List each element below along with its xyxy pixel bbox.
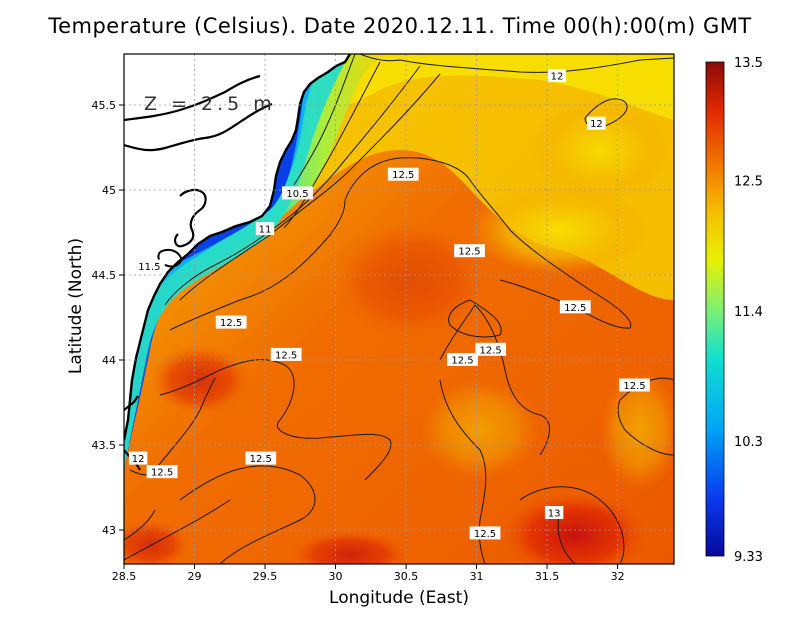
- x-tick-label: 32: [611, 570, 625, 583]
- contour-label-text: 13: [548, 509, 561, 520]
- colorbar: [705, 61, 725, 557]
- land-mass: [124, 54, 350, 440]
- colorbar-tick-label: 11.4: [734, 305, 763, 320]
- contour-label: 11: [255, 222, 275, 236]
- contour-label-box: [245, 451, 277, 465]
- contour-label: 12: [128, 451, 148, 465]
- x-tick-label: 29.5: [253, 570, 278, 583]
- contour-label: 12.5: [454, 244, 485, 258]
- x-axis-label: Longitude (East): [329, 588, 469, 608]
- y-tick-label: 43.5: [92, 439, 117, 452]
- contour-label-text: 12.5: [458, 247, 480, 258]
- contour-label-text: 12.5: [451, 356, 473, 367]
- y-tick-label: 44.5: [92, 269, 117, 282]
- coastline: [124, 54, 352, 441]
- contour-label-text: 10.5: [286, 189, 308, 200]
- x-tick-label: 31.5: [535, 570, 560, 583]
- colorbar-tick-label: 9.33: [734, 550, 763, 565]
- contour-label-text: 12.5: [392, 170, 414, 181]
- plot-frame: [123, 53, 675, 565]
- contour-label-box: [387, 167, 419, 181]
- y-tick-label: 45: [102, 184, 116, 197]
- contour-label: 12.5: [146, 465, 178, 479]
- contour-label-box: [282, 186, 313, 200]
- contour-label-text: 12.5: [220, 318, 242, 329]
- contour-label-box: [469, 526, 501, 540]
- contour-label: 12.5: [447, 353, 478, 367]
- x-tick-label: 31: [470, 570, 484, 583]
- x-tick-label: 28.5: [112, 570, 137, 583]
- contour-label-text: 11.5: [138, 262, 160, 273]
- contour-label-text: 12.5: [623, 381, 645, 392]
- contour-label-text: 12.5: [480, 345, 502, 356]
- grid-lines: [124, 54, 674, 564]
- colorbar-tick-label: 10.3: [734, 435, 763, 450]
- contour-label-box: [547, 69, 567, 83]
- contour-lines: [124, 54, 674, 564]
- contour-label-text: 12.5: [250, 454, 272, 465]
- colorbar-tick-label: 13.5: [734, 56, 763, 71]
- contour-label-text: 12.5: [564, 303, 586, 314]
- contour-label: 12: [587, 116, 606, 130]
- contour-label-text: 12.5: [275, 350, 297, 361]
- y-tick-label: 45.5: [92, 99, 117, 112]
- contour-label: 12.5: [270, 347, 302, 361]
- contour-label: 12.5: [469, 526, 501, 540]
- contour-label: 10.5: [282, 186, 313, 200]
- contour-label: 12.5: [387, 167, 419, 181]
- contour-label-box: [544, 506, 564, 519]
- contour-label-box: [270, 347, 302, 361]
- contour-label-box: [133, 259, 165, 273]
- contour-label: 11.5: [133, 259, 165, 273]
- contour-label: 12.5: [475, 342, 507, 356]
- x-tick-label: 29: [188, 570, 202, 583]
- y-axis-ticks: 43 43.5 44 44.5 45 45.5: [92, 99, 124, 537]
- colorbar-ticks: 13.5 12.5 11.4 10.3 9.33: [734, 56, 763, 565]
- contour-label-box: [146, 465, 178, 479]
- contour-label-layer: 12 12 12.5 10.5 11 11.5 12.5 12.5 12.5 12.5 12.5 12…: [128, 69, 650, 540]
- contour-label: 12.5: [619, 378, 650, 392]
- contour-label-text: 12: [551, 72, 564, 83]
- contour-label-box: [447, 353, 478, 366]
- contour-label-text: 12: [590, 119, 603, 130]
- contour-label-text: 12.5: [474, 529, 496, 540]
- sea-field: [124, 54, 674, 564]
- contour-label: 13: [544, 506, 564, 520]
- contour-label-box: [255, 222, 275, 236]
- contour-label-box: [559, 300, 591, 314]
- contour-label-box: [454, 244, 485, 258]
- colorbar-tick-label: 12.5: [734, 174, 763, 189]
- contour-label-box: [587, 116, 606, 130]
- x-tick-label: 30: [329, 570, 343, 583]
- contour-label-box: [619, 378, 650, 392]
- contour-label-text: 11: [259, 225, 272, 236]
- contour-label-box: [128, 451, 148, 465]
- x-axis-ticks: 28.5 29 29.5 30 30.5 31 31.5 32: [112, 564, 625, 583]
- contour-label: 12.5: [559, 300, 591, 314]
- contour-label: 12: [547, 69, 567, 83]
- contour-label-text: 12: [132, 454, 145, 465]
- contour-label: 12.5: [215, 315, 247, 329]
- contour-label: 12.5: [245, 451, 277, 465]
- x-tick-label: 30.5: [394, 570, 419, 583]
- y-tick-label: 43: [102, 524, 116, 537]
- map-title: Temperature (Celsius). Date 2020.12.11. …: [48, 14, 752, 38]
- contour-label-text: 12.5: [151, 468, 173, 479]
- depth-label: Z = 2.5 m: [144, 93, 276, 115]
- contour-label-box: [215, 315, 247, 329]
- contour-label-box: [475, 342, 507, 356]
- y-tick-label: 44: [102, 354, 116, 367]
- y-axis-label: Latitude (North): [66, 237, 86, 375]
